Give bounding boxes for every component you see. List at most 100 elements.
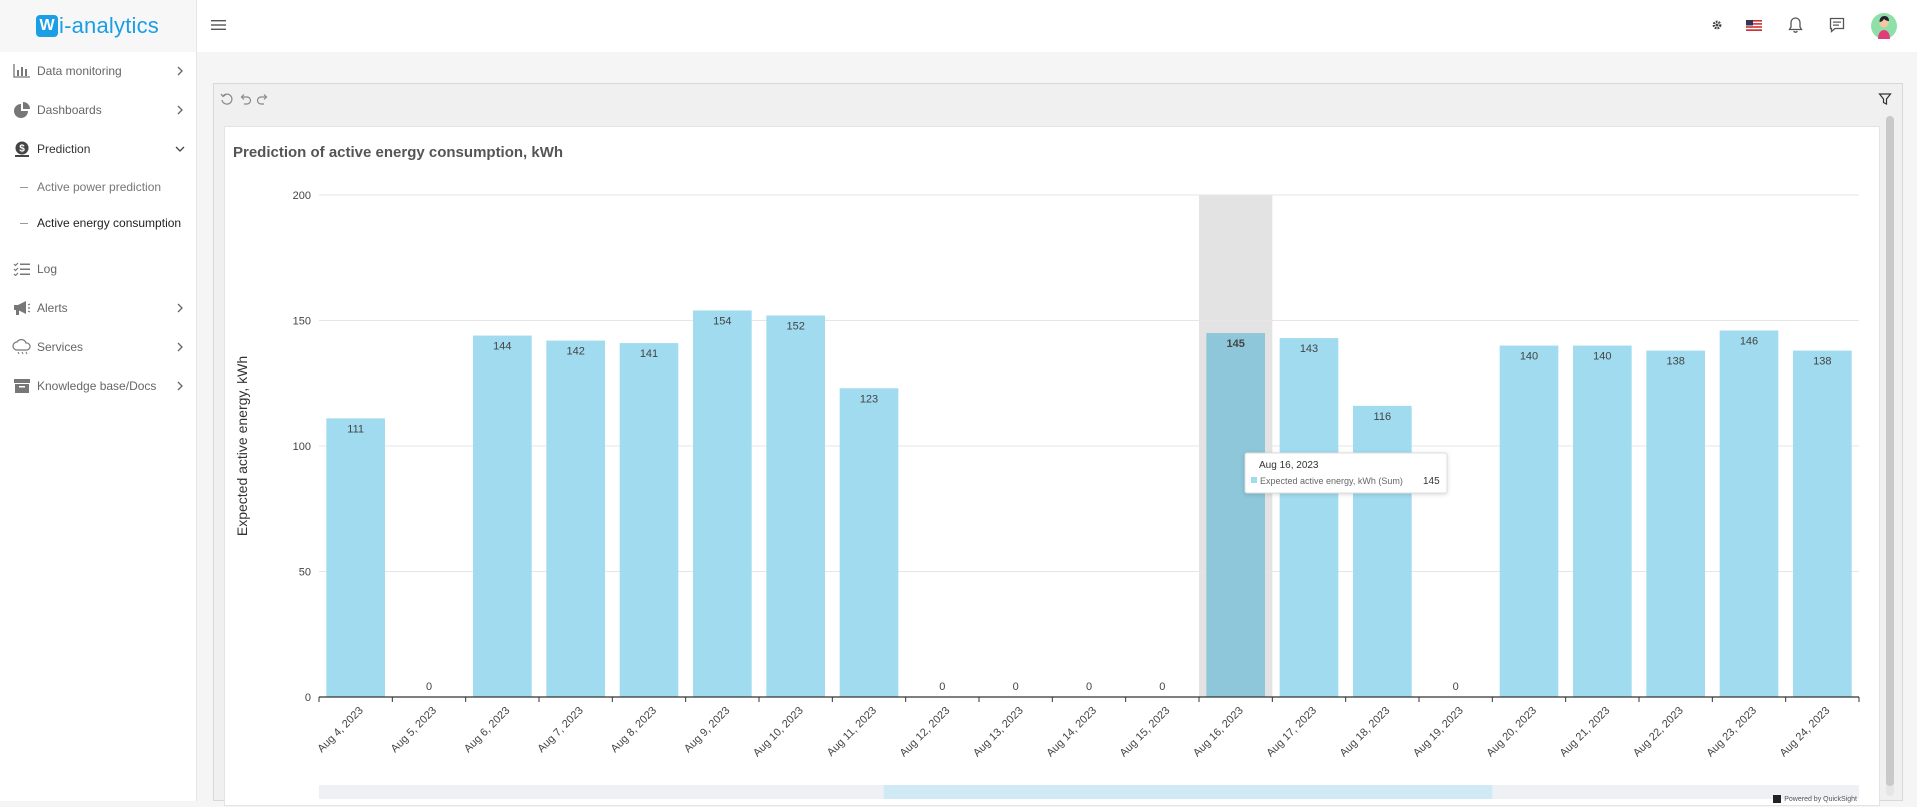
data-label: 0 bbox=[939, 681, 945, 693]
bar[interactable] bbox=[1573, 345, 1632, 697]
x-tick-label: Aug 9, 2023 bbox=[682, 705, 732, 755]
megaphone-icon bbox=[12, 300, 32, 316]
cloud-icon bbox=[12, 339, 32, 355]
bar[interactable] bbox=[326, 418, 385, 697]
data-label: 0 bbox=[426, 681, 432, 693]
bar[interactable] bbox=[1719, 330, 1779, 697]
x-tick-label: Aug 21, 2023 bbox=[1558, 705, 1613, 760]
x-tick-label: Aug 5, 2023 bbox=[389, 705, 439, 755]
sidebar-subitem-active-power-prediction[interactable]: Active power prediction bbox=[0, 174, 197, 200]
data-label: 0 bbox=[1159, 681, 1165, 693]
data-label: 152 bbox=[786, 320, 804, 332]
undo-icon[interactable] bbox=[238, 92, 252, 106]
data-label: 140 bbox=[1520, 351, 1538, 363]
sidebar-subitem-label: Active energy consumption bbox=[37, 216, 182, 230]
dollar-coin-icon: $ bbox=[12, 141, 32, 157]
chevron-right-icon bbox=[177, 105, 183, 115]
tooltip-value: 145 bbox=[1423, 476, 1440, 487]
x-tick-label: Aug 10, 2023 bbox=[751, 705, 806, 760]
x-tick-label: Aug 18, 2023 bbox=[1338, 705, 1393, 760]
scrollbar-thumb[interactable] bbox=[1886, 116, 1894, 786]
data-label: 116 bbox=[1374, 411, 1392, 423]
bar[interactable] bbox=[693, 310, 752, 697]
data-label: 0 bbox=[1086, 681, 1092, 693]
bar[interactable] bbox=[473, 335, 532, 697]
bar[interactable] bbox=[766, 315, 825, 697]
powered-by-quicksight: Powered by QuickSight bbox=[1773, 795, 1857, 803]
data-label: 0 bbox=[1013, 681, 1019, 693]
dashboard-panel: Prediction of active energy consumption,… bbox=[213, 83, 1903, 806]
sidebar-item-label: Log bbox=[37, 262, 58, 276]
language-flag-icon[interactable] bbox=[1744, 15, 1764, 35]
x-tick-label: Aug 19, 2023 bbox=[1411, 705, 1466, 760]
bar[interactable] bbox=[839, 388, 899, 697]
chevron-down-icon bbox=[175, 146, 185, 152]
hamburger-menu-icon[interactable] bbox=[211, 18, 227, 32]
chevron-right-icon bbox=[177, 66, 183, 76]
x-tick-label: Aug 4, 2023 bbox=[315, 705, 365, 755]
tooltip-box bbox=[1244, 452, 1448, 494]
x-tick-label: Aug 20, 2023 bbox=[1484, 705, 1539, 760]
y-axis-label: Expected active energy, kWh bbox=[234, 356, 250, 536]
reset-icon[interactable] bbox=[220, 92, 234, 106]
x-tick-label: Aug 6, 2023 bbox=[462, 705, 512, 755]
bar[interactable] bbox=[1279, 338, 1339, 697]
sidebar-item-dashboards[interactable]: Dashboards bbox=[0, 95, 197, 125]
chevron-right-icon bbox=[177, 381, 183, 391]
bar-chart[interactable]: 0 50 100 150 200 111 Aug 4, 2023 0 Aug 5, 2023 14… bbox=[225, 127, 1875, 807]
x-tick-label: Aug 15, 2023 bbox=[1118, 705, 1173, 760]
chevron-right-icon bbox=[177, 342, 183, 352]
x-tick-label: Aug 14, 2023 bbox=[1044, 705, 1099, 760]
sidebar-subitem-active-energy-consumption[interactable]: Active energy consumption bbox=[0, 210, 197, 236]
sidebar-item-log[interactable]: Log bbox=[0, 254, 197, 284]
bar[interactable] bbox=[546, 340, 605, 697]
range-slider-selection[interactable] bbox=[883, 785, 1493, 799]
data-label: 0 bbox=[1453, 681, 1459, 693]
y-tick-label: 100 bbox=[293, 441, 311, 453]
filter-funnel-icon[interactable] bbox=[1878, 92, 1892, 106]
data-label: 141 bbox=[640, 348, 658, 360]
sidebar-item-alerts[interactable]: Alerts bbox=[0, 293, 197, 323]
powered-by-label: Powered by QuickSight bbox=[1784, 795, 1857, 803]
sidebar-item-label: Services bbox=[37, 340, 84, 354]
svg-text:$: $ bbox=[19, 144, 25, 155]
data-label: 154 bbox=[713, 315, 731, 327]
bar[interactable] bbox=[1793, 350, 1852, 697]
vertical-scrollbar[interactable] bbox=[1886, 116, 1894, 796]
sidebar-item-label: Prediction bbox=[37, 142, 91, 156]
archive-box-icon bbox=[12, 378, 32, 394]
data-label: 140 bbox=[1593, 351, 1611, 363]
x-tick-label: Aug 23, 2023 bbox=[1704, 705, 1759, 760]
notification-bell-icon[interactable] bbox=[1785, 15, 1805, 35]
bar[interactable] bbox=[1646, 350, 1705, 697]
logo-mark: W bbox=[36, 15, 58, 37]
settings-gear-icon[interactable] bbox=[1707, 15, 1727, 35]
x-tick-label: Aug 17, 2023 bbox=[1264, 705, 1319, 760]
bar[interactable] bbox=[1499, 345, 1559, 697]
y-tick-label: 50 bbox=[299, 567, 311, 579]
bar-chart-icon bbox=[12, 63, 32, 79]
sidebar-item-label: Knowledge base/Docs bbox=[37, 379, 157, 393]
x-tick-label: Aug 24, 2023 bbox=[1778, 705, 1833, 760]
bar[interactable] bbox=[619, 343, 679, 697]
sidebar-item-label: Data monitoring bbox=[37, 64, 122, 78]
data-label: 143 bbox=[1300, 343, 1318, 355]
chat-message-icon[interactable] bbox=[1827, 15, 1847, 35]
sidebar-item-data-monitoring[interactable]: Data monitoring bbox=[0, 56, 197, 86]
sidebar-item-knowledge-base[interactable]: Knowledge base/Docs bbox=[0, 371, 197, 401]
x-tick-label: Aug 8, 2023 bbox=[609, 705, 659, 755]
top-bar bbox=[197, 0, 1917, 52]
quicksight-logo-icon bbox=[1773, 795, 1782, 803]
redo-icon[interactable] bbox=[256, 92, 270, 106]
user-avatar[interactable] bbox=[1871, 13, 1897, 39]
app-logo[interactable]: W i-analytics bbox=[0, 0, 196, 52]
bar[interactable] bbox=[1353, 405, 1412, 697]
sidebar-item-prediction[interactable]: $ Prediction bbox=[0, 134, 197, 164]
bar[interactable] bbox=[1206, 333, 1265, 697]
chart-tooltip: Aug 16, 2023 Expected active energy, kWh … bbox=[1244, 452, 1448, 494]
sidebar-subitem-label: Active power prediction bbox=[37, 180, 162, 194]
x-tick-label: Aug 12, 2023 bbox=[898, 705, 953, 760]
sidebar-item-services[interactable]: Services bbox=[0, 332, 197, 362]
x-tick-label: Aug 13, 2023 bbox=[971, 705, 1026, 760]
dash-icon bbox=[20, 222, 28, 224]
